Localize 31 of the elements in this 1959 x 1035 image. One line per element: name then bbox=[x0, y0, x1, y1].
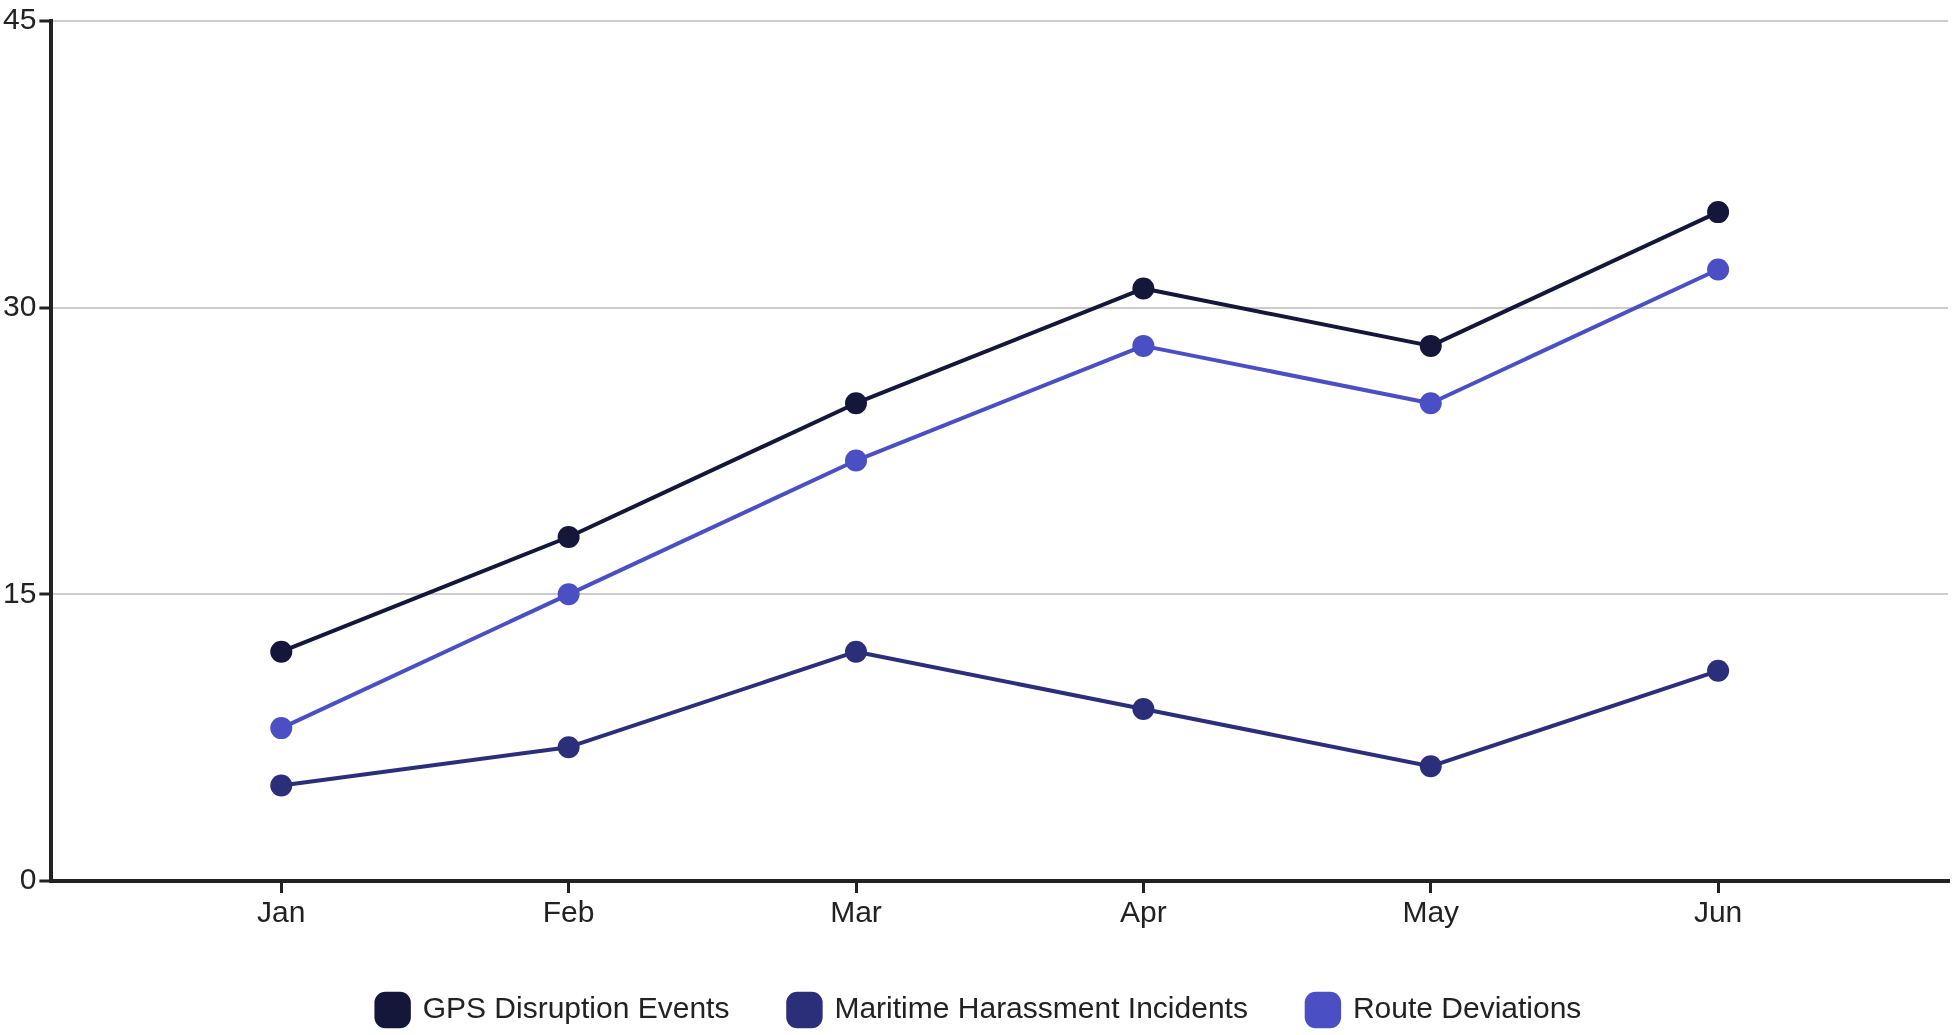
point bbox=[270, 717, 293, 740]
point bbox=[1419, 755, 1442, 778]
point bbox=[845, 640, 867, 663]
x-tick-label: Mar bbox=[830, 895, 882, 929]
point bbox=[1707, 201, 1730, 224]
point bbox=[1132, 698, 1155, 720]
legend-label: Maritime Harassment Incidents bbox=[834, 991, 1248, 1025]
point bbox=[1132, 334, 1155, 357]
y-tick-label: 0 bbox=[19, 862, 37, 896]
x-tick-label: Feb bbox=[542, 895, 595, 929]
point bbox=[557, 526, 580, 548]
x-tick-label: Apr bbox=[1120, 895, 1167, 929]
point bbox=[557, 583, 580, 606]
y-tick-label: 45 bbox=[2, 2, 37, 36]
point bbox=[1419, 392, 1442, 415]
x-tick-label: May bbox=[1402, 895, 1460, 929]
point bbox=[845, 449, 867, 472]
point bbox=[1707, 659, 1730, 682]
x-tick-label: Jun bbox=[1693, 895, 1743, 929]
y-tick-label: 15 bbox=[2, 575, 37, 609]
point bbox=[1707, 258, 1730, 281]
point bbox=[1419, 334, 1442, 357]
point bbox=[1132, 277, 1155, 300]
legend-label: Route Deviations bbox=[1352, 991, 1582, 1025]
point bbox=[845, 392, 867, 415]
point bbox=[270, 640, 293, 663]
point bbox=[557, 736, 580, 759]
x-tick-label: Jan bbox=[257, 895, 306, 929]
point bbox=[270, 774, 293, 797]
legend-label: GPS Disruption Events bbox=[422, 991, 730, 1025]
y-tick-label: 30 bbox=[2, 288, 37, 322]
